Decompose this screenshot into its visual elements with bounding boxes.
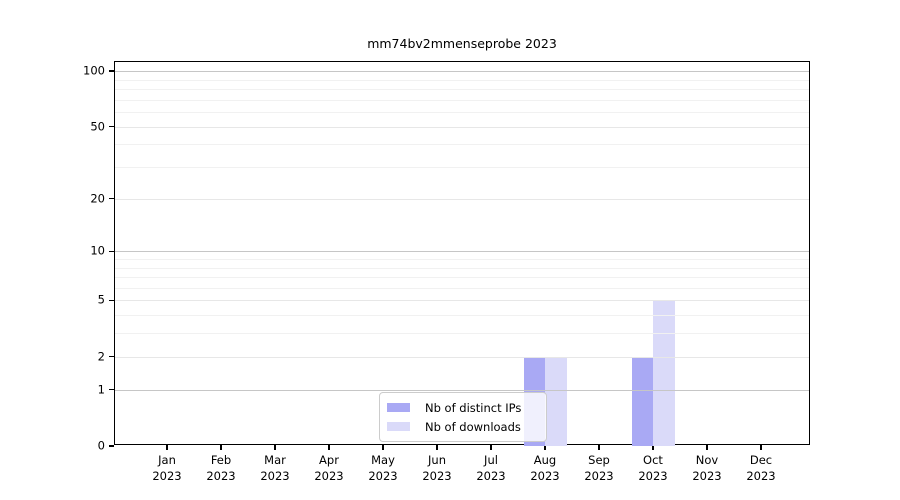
y-tick-0: [109, 445, 114, 447]
gridline-y-6: [115, 287, 809, 289]
gridline-y-9: [115, 258, 809, 260]
x-tick-apr-2023: [328, 445, 330, 450]
x-tick-dec-2023: [760, 445, 762, 450]
gridline-y-30: [115, 167, 809, 169]
legend-swatch-nb-of-downloads: [387, 422, 410, 431]
y-tick-10: [109, 250, 114, 252]
y-tick-label-1: 1: [97, 382, 105, 397]
y-tick-100: [109, 70, 114, 72]
y-tick-label-5: 5: [97, 293, 105, 308]
gridline-y-1: [115, 389, 809, 391]
x-tick-label-sep-2023: Sep 2023: [584, 453, 614, 483]
legend-swatch-nb-of-distinct-ips: [387, 403, 410, 412]
x-tick-may-2023: [382, 445, 384, 450]
x-tick-label-jan-2023: Jan 2023: [152, 453, 182, 483]
gridline-y-90: [115, 79, 809, 81]
x-tick-label-apr-2023: Apr 2023: [314, 453, 344, 483]
x-tick-label-jul-2023: Jul 2023: [476, 453, 506, 483]
gridline-y-2: [115, 356, 809, 358]
bar-nb-of-downloads-oct-2023: [653, 300, 675, 446]
x-tick-feb-2023: [220, 445, 222, 450]
legend-label-nb-of-distinct-ips: Nb of distinct IPs: [425, 400, 522, 415]
legend-item-nb-of-distinct-ips: Nb of distinct IPs: [387, 400, 537, 415]
y-tick-2: [109, 356, 114, 358]
x-tick-label-aug-2023: Aug 2023: [530, 453, 560, 483]
y-tick-50: [109, 125, 114, 128]
gridline-y-10: [115, 251, 809, 253]
y-tick-label-10: 10: [90, 243, 105, 258]
gridline-y-20: [115, 198, 809, 200]
plot-inner: 0 1 2 5 10 20 50 100 Jan 2023 Feb 2023 Mar 2023 Apr 202…: [83, 62, 809, 483]
gridline-y-3: [115, 333, 809, 335]
gridline-y-40: [115, 144, 809, 146]
bar-nb-of-downloads-aug-2023: [545, 356, 567, 446]
x-tick-label-jun-2023: Jun 2023: [422, 453, 452, 483]
gridline-y-100: [115, 71, 809, 73]
x-tick-label-oct-2023: Oct 2023: [638, 453, 668, 483]
x-tick-label-nov-2023: Nov 2023: [692, 453, 722, 483]
gridline-y-70: [115, 99, 809, 101]
legend: Nb of distinct IPs Nb of downloads: [379, 392, 547, 442]
gridline-y-5: [115, 300, 809, 302]
y-tick-label-50: 50: [90, 119, 105, 134]
x-tick-jan-2023: [166, 445, 168, 450]
y-tick-5: [109, 299, 114, 302]
gridline-y-7: [115, 277, 809, 279]
y-tick-label-2: 2: [97, 349, 105, 364]
gridline-y-80: [115, 89, 809, 91]
x-tick-jun-2023: [436, 445, 438, 450]
bar-nb-of-distinct-ips-oct-2023: [631, 356, 653, 446]
x-tick-sep-2023: [598, 445, 600, 450]
y-tick-label-0: 0: [97, 438, 105, 453]
y-tick-1: [109, 388, 114, 391]
y-tick-label-100: 100: [83, 63, 105, 78]
y-tick-label-20: 20: [90, 191, 105, 206]
plot-area: 0 1 2 5 10 20 50 100 Jan 2023 Feb 2023 Mar 2023 Apr 202…: [83, 61, 810, 483]
legend-label-nb-of-downloads: Nb of downloads: [425, 419, 521, 434]
chart-title: mm74bv2mmenseprobe 2023: [367, 36, 557, 51]
x-tick-jul-2023: [490, 445, 492, 450]
x-tick-mar-2023: [274, 445, 276, 450]
gridline-y-50: [115, 126, 809, 128]
x-tick-label-dec-2023: Dec 2023: [746, 453, 776, 483]
x-tick-label-feb-2023: Feb 2023: [206, 453, 236, 483]
gridline-y-8: [115, 267, 809, 269]
x-tick-label-mar-2023: Mar 2023: [260, 453, 290, 483]
gridline-y-60: [115, 112, 809, 114]
x-tick-oct-2023: [652, 445, 654, 450]
gridline-y-4: [115, 315, 809, 317]
y-tick-20: [109, 197, 114, 200]
legend-item-nb-of-downloads: Nb of downloads: [387, 419, 537, 434]
x-tick-nov-2023: [706, 445, 708, 450]
x-tick-label-may-2023: May 2023: [368, 453, 398, 483]
x-tick-aug-2023: [544, 445, 546, 450]
